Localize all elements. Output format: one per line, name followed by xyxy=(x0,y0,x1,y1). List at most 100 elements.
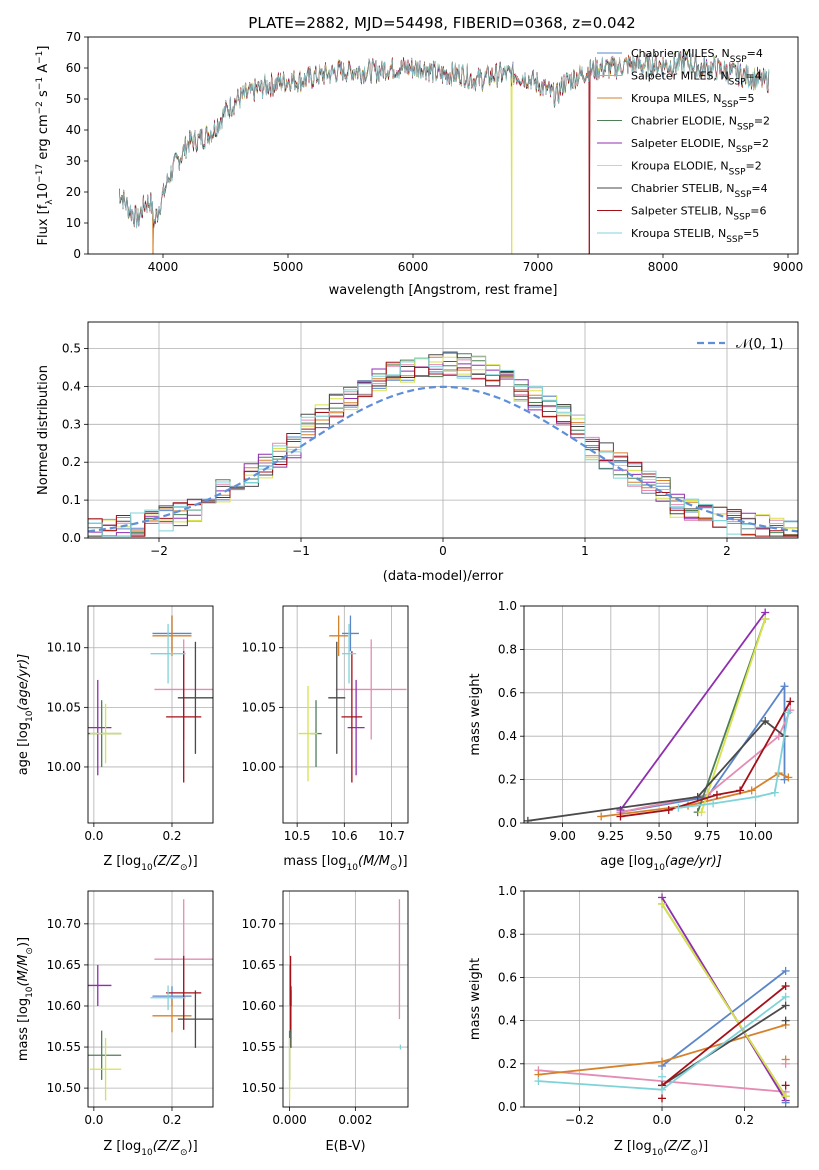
y-tick-label: 50 xyxy=(66,92,81,106)
x-tick-label: 0.002 xyxy=(338,1113,372,1127)
y-tick-label: 10.70 xyxy=(47,917,81,931)
x-tick-label: 9.75 xyxy=(694,829,721,843)
x-tick-label: −2 xyxy=(150,544,168,558)
legend-item: Kroupa ELODIE, NSSP=2 xyxy=(631,160,762,178)
x-tick-label: 0.000 xyxy=(272,1113,306,1127)
x-tick-label: 9.00 xyxy=(549,829,576,843)
y-tick-label: 0.4 xyxy=(498,729,517,743)
y-tick-label: 60 xyxy=(66,61,81,75)
panels: 4000 5000 6000 7000 8000 9000010203040506070w… xyxy=(16,30,803,1158)
histogram-kroupa-stelib xyxy=(88,356,798,538)
legend-item: Kroupa MILES, NSSP=5 xyxy=(631,92,755,110)
histogram-chabrier-stelib xyxy=(88,352,798,538)
y-axis-label: mass weight xyxy=(468,958,483,1040)
y-tick-label: 0.8 xyxy=(498,927,517,941)
normal-curve xyxy=(88,385,798,533)
x-tick-label: 7000 xyxy=(523,260,554,274)
x-axis-label: E(B-V) xyxy=(325,1139,365,1154)
series-salpeter-elodie xyxy=(619,611,766,811)
x-tick-label: 8000 xyxy=(648,260,679,274)
series-chabrier-miles xyxy=(620,683,786,813)
axes-frame xyxy=(87,605,214,824)
axes-frame xyxy=(87,321,799,539)
legend-item: Kroupa STELIB, NSSP=5 xyxy=(631,227,759,245)
axes-frame xyxy=(282,605,409,824)
y-tick-label: 0.2 xyxy=(62,455,81,469)
plot-area xyxy=(534,893,790,1107)
panel-mass-vs-z: 0.0 0.2 10.50 10.55 10.60 10.65 10.70 Z [log10(… xyxy=(16,890,214,1158)
y-tick-label: 10.60 xyxy=(47,999,81,1013)
y-tick-label: 10 xyxy=(66,216,81,230)
y-tick-label: 0.6 xyxy=(498,686,517,700)
legend-item: Salpeter MILES, NSSP=4 xyxy=(631,70,762,88)
y-axis-label: mass [log10(M/M⊙)] xyxy=(16,937,35,1061)
series-salpeter-stelib xyxy=(661,985,787,1087)
plot-area xyxy=(119,50,770,254)
y-tick-label: 0.4 xyxy=(498,1014,517,1028)
x-tick-label: 0 xyxy=(439,544,447,558)
y-tick-label: 0.4 xyxy=(62,379,81,393)
x-axis-label: Z [log10(Z/Z⊙)] xyxy=(103,1139,197,1158)
y-tick-label: 0.0 xyxy=(498,1100,517,1114)
y-tick-label: 10.10 xyxy=(242,641,276,655)
x-tick-label: 10.00 xyxy=(738,829,772,843)
y-tick-label: 40 xyxy=(66,123,81,137)
axes-frame xyxy=(523,890,799,1108)
x-tick-label: 0.0 xyxy=(652,1113,671,1127)
x-tick-label: 10.7 xyxy=(378,829,405,843)
plot-area xyxy=(88,351,798,538)
y-tick-label: 10.00 xyxy=(47,760,81,774)
y-tick-label: 20 xyxy=(66,185,81,199)
y-tick-label: 10.60 xyxy=(242,999,276,1013)
plot-area xyxy=(88,899,213,1101)
y-tick-label: 70 xyxy=(66,30,81,44)
panel-residuals: −2 −1 0 1 2 0.0 0.1 0.2 0.3 0.4 0.5 (data-model)/er… xyxy=(36,321,799,584)
legend-item: Chabrier STELIB, NSSP=4 xyxy=(631,182,768,200)
y-axis-label: Flux [fλ10−17 erg cm−2 s−1 A−1] xyxy=(35,46,55,246)
panel-age-vs-mass: 10.5 10.6 10.7 10.00 10.05 10.10 mass [log10(M… xyxy=(242,605,409,873)
plot-area xyxy=(88,615,213,783)
y-tick-label: 0.0 xyxy=(62,531,81,545)
x-axis-label: Z [log10(Z/Z⊙)] xyxy=(614,1139,708,1158)
y-tick-label: 0.0 xyxy=(498,816,517,830)
y-tick-label: 0.2 xyxy=(498,773,517,787)
y-tick-label: 0.3 xyxy=(62,417,81,431)
plot-area xyxy=(298,615,407,783)
legend-item: Chabrier ELODIE, NSSP=2 xyxy=(631,115,770,133)
panel-weight-vs-z: −0.2 0.0 0.2 0.0 0.2 0.4 0.6 0.8 1.0 Z [log10(Z/Z… xyxy=(468,884,799,1158)
axes-frame xyxy=(523,605,799,824)
y-axis-label: Normed distribution xyxy=(36,365,51,495)
y-tick-label: 10.10 xyxy=(47,641,81,655)
y-axis-label: age [log10(age/yr)] xyxy=(16,654,35,776)
y-tick-label: 10.00 xyxy=(242,760,276,774)
x-tick-label: 0.2 xyxy=(162,1113,181,1127)
y-axis-label: mass weight xyxy=(468,673,483,755)
x-tick-label: −0.2 xyxy=(565,1113,594,1127)
legend-item: Chabrier MILES, NSSP=4 xyxy=(631,47,763,65)
panel-spectrum: 4000 5000 6000 7000 8000 9000 0 10 20 30 40 50 60 70 w… xyxy=(35,30,803,298)
x-tick-label: 0.2 xyxy=(162,829,181,843)
x-tick-label: −1 xyxy=(292,544,310,558)
x-tick-label: 10.5 xyxy=(284,829,311,843)
y-tick-label: 0.2 xyxy=(498,1057,517,1071)
x-tick-label: 9.50 xyxy=(646,829,673,843)
y-tick-label: 10.55 xyxy=(47,1040,81,1054)
x-tick-label: 10.6 xyxy=(331,829,358,843)
y-tick-label: 0.8 xyxy=(498,642,517,656)
x-tick-label: 9.25 xyxy=(597,829,624,843)
x-axis-label: age [log10(age/yr)] xyxy=(600,854,722,873)
figure-title: PLATE=2882, MJD=54498, FIBERID=0368, z=0… xyxy=(248,14,635,32)
spectrum-kroupa-stelib xyxy=(119,51,770,229)
x-tick-label: 2 xyxy=(723,544,731,558)
x-tick-label: 0.0 xyxy=(84,829,103,843)
y-tick-label: 10.50 xyxy=(242,1081,276,1095)
x-axis-label: (data-model)/error xyxy=(383,569,504,584)
series-kroupa-elodie xyxy=(661,903,787,1097)
x-tick-label: 5000 xyxy=(273,260,304,274)
x-axis-label: wavelength [Angstrom, rest frame] xyxy=(329,283,558,298)
y-tick-label: 10.50 xyxy=(47,1081,81,1095)
axes-frame xyxy=(87,36,799,255)
panel-age-vs-z: 0.0 0.2 10.00 10.05 10.10 Z [log10(Z/Z⊙)] age … xyxy=(16,605,214,873)
x-tick-label: 9000 xyxy=(773,260,804,274)
